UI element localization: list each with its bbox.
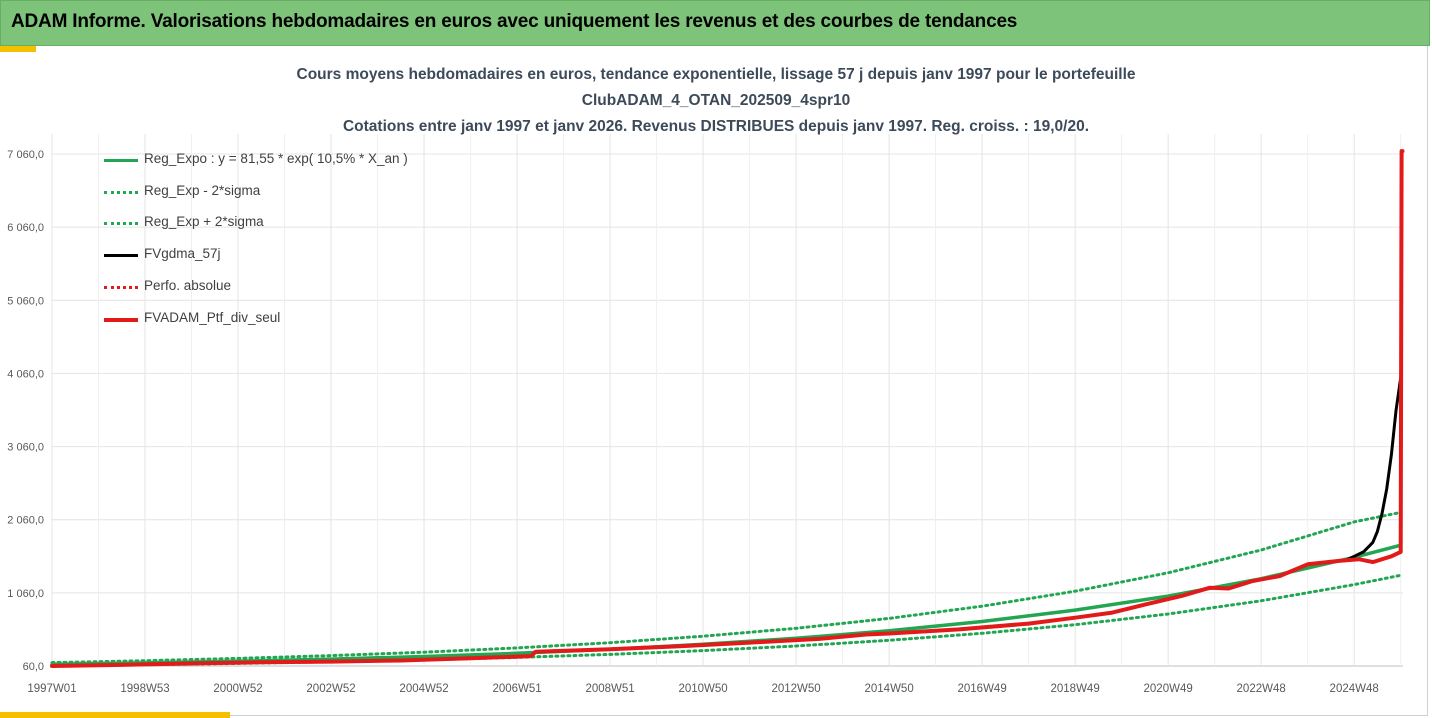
- series-line-3: [1343, 376, 1403, 563]
- x-tick-label: 2018W49: [1051, 683, 1100, 695]
- legend-swatch: [104, 254, 138, 258]
- x-tick-label: 2008W51: [585, 683, 634, 695]
- legend-label: FVADAM_Ptf_div_seul: [144, 309, 281, 325]
- x-tick-label: 2006W51: [492, 683, 541, 695]
- legend-swatch: [104, 222, 138, 226]
- legend-label: Reg_Expo : y = 81,55 * exp( 10,5% * X_an…: [144, 151, 408, 166]
- y-tick-label: 7 060,0: [7, 149, 44, 161]
- x-tick-label: 2020W49: [1144, 683, 1193, 695]
- series-line-5: [50, 149, 1405, 668]
- x-tick-label: 1997W01: [27, 683, 76, 695]
- x-tick-label: 2016W49: [958, 683, 1007, 695]
- x-tick-label: 2002W52: [306, 683, 355, 695]
- legend-swatch: [104, 317, 138, 322]
- legend-label: FVgdma_57j: [144, 246, 221, 262]
- x-tick-label: 2000W52: [213, 683, 262, 695]
- accent-bar-bottom: [0, 712, 230, 718]
- y-tick-label: 5 060,0: [7, 295, 44, 307]
- chart-subtitle: Cotations entre janv 1997 et janv 2026. …: [342, 118, 1090, 135]
- series-line-2: [50, 510, 1403, 665]
- chart-title-portfolio: ClubADAM_4_OTAN_202509_4spr10: [581, 92, 851, 109]
- x-tick-label: 2004W52: [399, 683, 448, 695]
- legend-label: Perfo. absolue: [144, 277, 232, 293]
- y-tick-label: 60,0: [23, 661, 44, 673]
- chart-title: Cours moyens hebdomadaires en euros, ten…: [296, 66, 1136, 83]
- y-tick-label: 6 060,0: [7, 222, 44, 234]
- legend-swatch: [104, 285, 138, 289]
- x-tick-label: 2022W48: [1237, 683, 1286, 695]
- series-line-0: [50, 543, 1403, 667]
- x-tick-label: 2024W48: [1330, 683, 1379, 695]
- y-tick-label: 3 060,0: [7, 442, 44, 454]
- legend-swatch: [104, 159, 138, 162]
- y-tick-label: 4 060,0: [7, 368, 44, 380]
- accent-bar-top: [0, 46, 36, 52]
- report-title: ADAM Informe. Valorisations hebdomadaire…: [11, 11, 1018, 32]
- legend-label: Reg_Exp - 2*sigma: [144, 182, 261, 198]
- report-banner: ADAM Informe. Valorisations hebdomadaire…: [0, 0, 1430, 46]
- x-tick-label: 2012W50: [771, 683, 820, 695]
- x-tick-label: 2014W50: [864, 683, 913, 695]
- y-tick-label: 2 060,0: [7, 515, 44, 527]
- x-tick-label: 1998W53: [120, 683, 169, 695]
- x-tick-label: 2010W50: [678, 683, 727, 695]
- legend-swatch: [104, 190, 138, 194]
- y-tick-label: 1 060,0: [7, 588, 44, 600]
- legend-label: Reg_Exp + 2*sigma: [144, 214, 264, 230]
- chart-frame: [2, 46, 1428, 716]
